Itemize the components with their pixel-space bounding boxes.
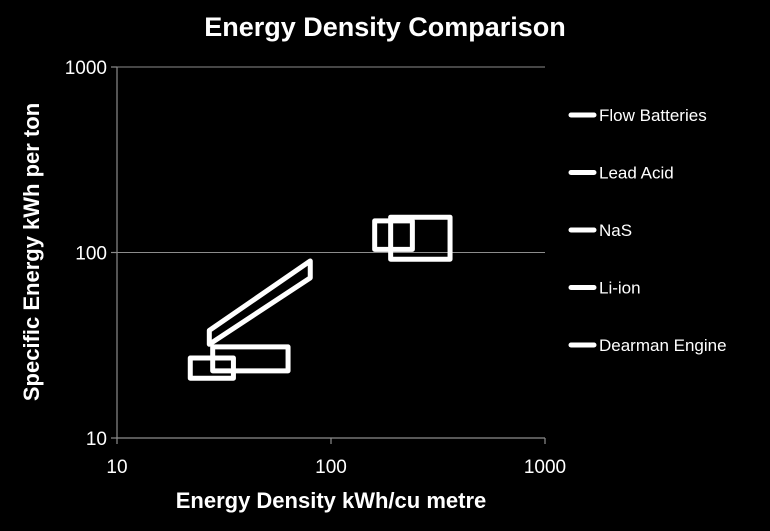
legend-label-lead-acid: Lead Acid <box>599 164 674 183</box>
mark-dearman-engine <box>206 258 313 347</box>
mark-lead-acid <box>210 344 291 374</box>
axes <box>111 66 546 444</box>
y-tick-label: 1000 <box>65 58 107 79</box>
legend-label-flow-batteries: Flow Batteries <box>599 106 707 125</box>
chart-title: Energy Density Comparison <box>204 12 566 42</box>
data-marks <box>187 214 453 381</box>
legend-label-nas: NaS <box>599 221 632 240</box>
x-axis-title: Energy Density kWh/cu metre <box>176 488 487 513</box>
x-tick-labels: 10 100 1000 <box>106 457 566 478</box>
y-tick-label: 100 <box>75 244 107 265</box>
y-tick-labels: 10 100 1000 <box>65 58 107 450</box>
legend-label-dearman-engine: Dearman Engine <box>599 336 727 355</box>
x-tick-label: 1000 <box>524 457 566 478</box>
grid-lines <box>117 66 545 439</box>
x-tick-label: 10 <box>106 457 127 478</box>
mark-nas <box>372 218 415 252</box>
legend-label-li-ion: Li-ion <box>599 279 641 298</box>
y-axis-title: Specific Energy kWh per ton <box>19 103 44 401</box>
mark-li-ion <box>388 214 453 262</box>
x-tick-label: 100 <box>315 457 347 478</box>
legend: Flow Batteries Lead Acid NaS Li-ion Dearman … <box>568 106 727 355</box>
y-tick-label: 10 <box>86 429 107 450</box>
